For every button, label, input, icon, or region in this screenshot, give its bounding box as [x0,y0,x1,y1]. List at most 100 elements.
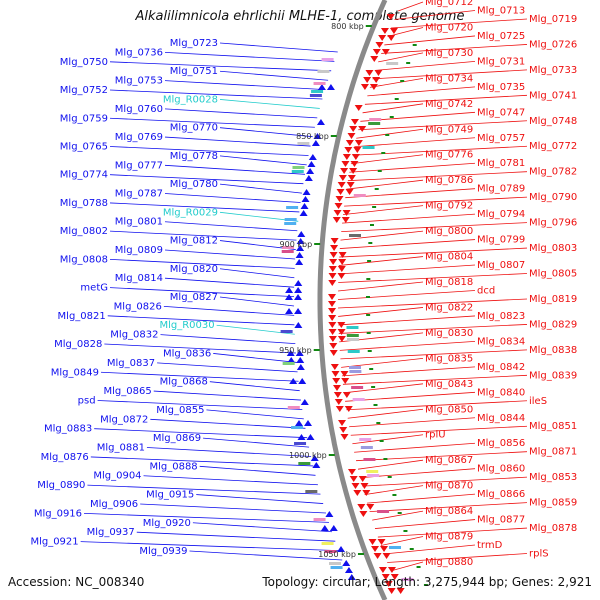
plus-strand-gene-arrow [353,147,362,153]
plus-strand-gene-arrow [366,504,375,510]
plus-strand-gene-arrow [374,70,383,76]
feature-marker [366,314,371,316]
plus-strand-gene-arrow [346,182,355,188]
cog-feature-block [282,246,295,249]
minus-strand-gene-arrow [347,574,356,580]
gene-label-leader [219,268,295,279]
feature-marker [416,566,421,568]
gene-label: Mlg_0826 [114,301,162,312]
minus-strand-gene-arrow [304,420,312,426]
gene-label-leader [362,103,424,114]
cog-feature-block [389,546,402,549]
cog-feature-block [286,206,299,209]
plus-strand-gene-arrow [380,28,389,34]
gene-label: Mlg_0856 [477,438,525,449]
gene-label-leader [90,456,314,467]
plus-strand-gene-arrow [347,175,356,181]
gene-label-leader [219,42,338,53]
gene-label-leader [100,371,299,382]
gene-label-leader [164,221,298,232]
cog-feature-block [347,350,360,353]
plus-strand-gene-arrow [334,399,343,405]
plus-strand-gene-arrow [349,126,358,132]
gene-label-leader [109,258,295,269]
gene-label: Mlg_0753 [115,76,163,87]
gene-label-leader [136,531,336,542]
cog-feature-block [324,550,337,553]
gene-label-leader [345,391,476,402]
gene-label-leader [97,400,303,410]
plus-strand-gene-arrow [371,546,380,552]
gene-label: Mlg_0822 [425,302,473,313]
gene-label-leader [164,277,295,288]
plus-strand-gene-arrow [338,420,346,426]
gene-label: Mlg_0850 [425,404,473,415]
gene-label-leader [387,27,424,37]
minus-strand-gene-arrow [287,357,296,363]
gene-label: Mlg_0765 [60,141,108,152]
cog-feature-block [377,510,390,513]
arc-layer [313,0,388,600]
plus-strand-gene-arrow [350,119,359,125]
minus-strand-gene-arrow [285,294,294,300]
minus-strand-gene-arrow [310,455,319,461]
gene-label-leader [109,89,323,100]
cog-feature-block [328,562,341,565]
plus-strand-gene-arrow [341,161,350,167]
minus-strand-gene-arrow [320,525,329,531]
gene-label: Mlg_0876 [41,452,89,463]
cog-feature-block [349,366,362,369]
gene-label: Mlg_0751 [170,66,218,77]
gene-label: dcd [477,285,495,296]
gene-label-leader [338,273,528,283]
feature-marker [409,548,414,550]
gene-label: Mlg_0780 [170,179,218,190]
cog-feature-block [352,398,365,401]
cog-feature-block [284,222,297,225]
gene-label: Mlg_0819 [529,294,577,305]
gene-label: Mlg_R0028 [163,94,218,105]
feature-marker [374,188,379,190]
gene-label-leader [346,179,424,190]
gene-label-leader [350,154,424,165]
gene-label-leader [219,183,302,194]
gene-label-leader [109,202,300,213]
gene-label-leader [340,349,528,360]
plus-strand-gene-arrow [337,322,346,328]
gene-label: Mlg_0883 [44,424,92,435]
gene-label: Mlg_0814 [115,273,163,284]
cog-feature-block [317,70,330,73]
plus-strand-gene-arrow [347,469,356,475]
plus-strand-gene-arrow [338,175,347,181]
gene-label-leader [349,417,476,428]
cog-feature-block [353,194,366,197]
minus-strand-gene-arrow [300,203,309,209]
gene-label: Mlg_0853 [529,472,577,483]
feature-marker [366,332,371,334]
kbp-label: 850 kbp [296,132,329,141]
gene-label-leader [346,400,528,411]
plus-strand-gene-arrow [338,252,347,258]
gene-label-leader [338,281,424,292]
gene-label-leader [338,256,424,266]
gene-label-leader [164,193,301,203]
gene-label: trmD [477,540,503,551]
gene-label-leader [143,475,318,486]
plus-strand-gene-arrow [331,371,340,377]
plus-strand-gene-arrow [342,154,351,160]
plus-strand-gene-arrow [334,203,343,209]
plus-strand-gene-arrow [358,126,367,132]
gene-label-leader [338,298,528,309]
gene-label-leader [345,188,476,199]
gene-label: Mlg_0916 [34,508,82,519]
minus-strand-gene-arrow [294,287,303,293]
plus-strand-gene-arrow [342,392,351,398]
feature-marker [392,494,397,496]
gene-label-leader [358,120,528,131]
plus-strand-gene-arrow [332,378,341,384]
gene-label-leader [146,447,312,457]
gene-label-leader [219,296,295,307]
minus-strand-gene-arrow [297,434,306,440]
gene-label: Mlg_0937 [87,527,135,538]
gene-label: Mlg_0844 [477,413,525,424]
